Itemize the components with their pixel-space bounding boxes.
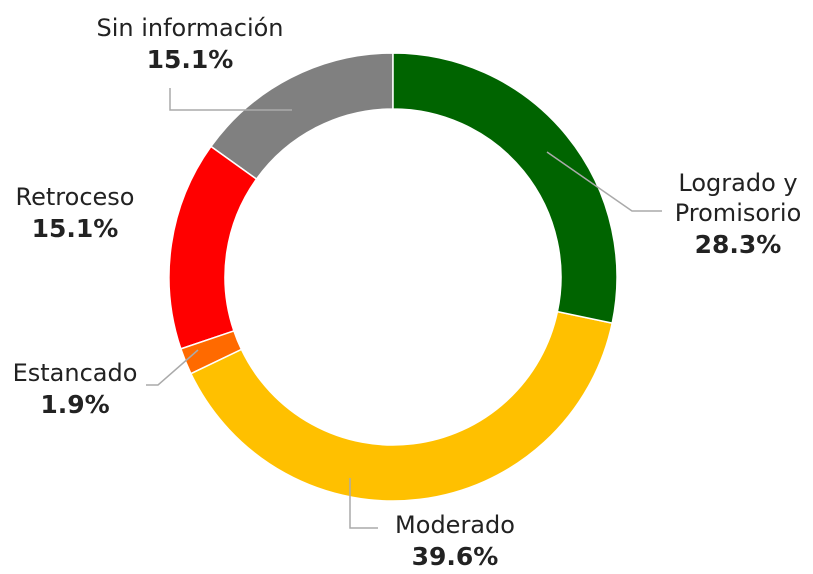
category-name: Retroceso [15, 183, 135, 211]
donut-segment [179, 329, 243, 375]
leader-line [169, 88, 292, 111]
donut-segment [392, 52, 618, 325]
leader-line [546, 151, 662, 212]
category-name: Logrado y Promisorio [674, 169, 802, 227]
leader-line [349, 478, 378, 529]
value-label: 39.6% [411, 542, 499, 571]
segment-label: Logrado y Promisorio 28.3% [663, 168, 813, 262]
value-label: 28.3% [694, 230, 782, 259]
category-name: Estancado [12, 359, 138, 387]
segment-label: Retroceso 15.1% [0, 182, 155, 246]
segment-label: Sin información 15.1% [70, 13, 310, 77]
leader-line [146, 349, 199, 386]
value-label: 15.1% [31, 214, 119, 243]
category-name: Sin información [96, 14, 284, 42]
category-name: Moderado [395, 511, 515, 539]
leader-lines [146, 88, 662, 529]
value-label: 15.1% [146, 45, 234, 74]
value-label: 1.9% [40, 390, 110, 419]
donut-segment [189, 310, 614, 502]
donut-segment [168, 145, 258, 350]
segment-label: Moderado 39.6% [375, 510, 535, 574]
segment-label: Estancado 1.9% [0, 358, 155, 422]
